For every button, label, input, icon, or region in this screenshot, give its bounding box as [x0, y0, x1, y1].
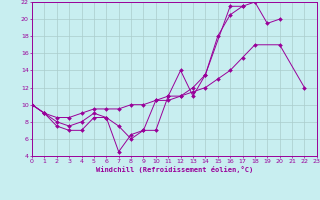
- X-axis label: Windchill (Refroidissement éolien,°C): Windchill (Refroidissement éolien,°C): [96, 166, 253, 173]
